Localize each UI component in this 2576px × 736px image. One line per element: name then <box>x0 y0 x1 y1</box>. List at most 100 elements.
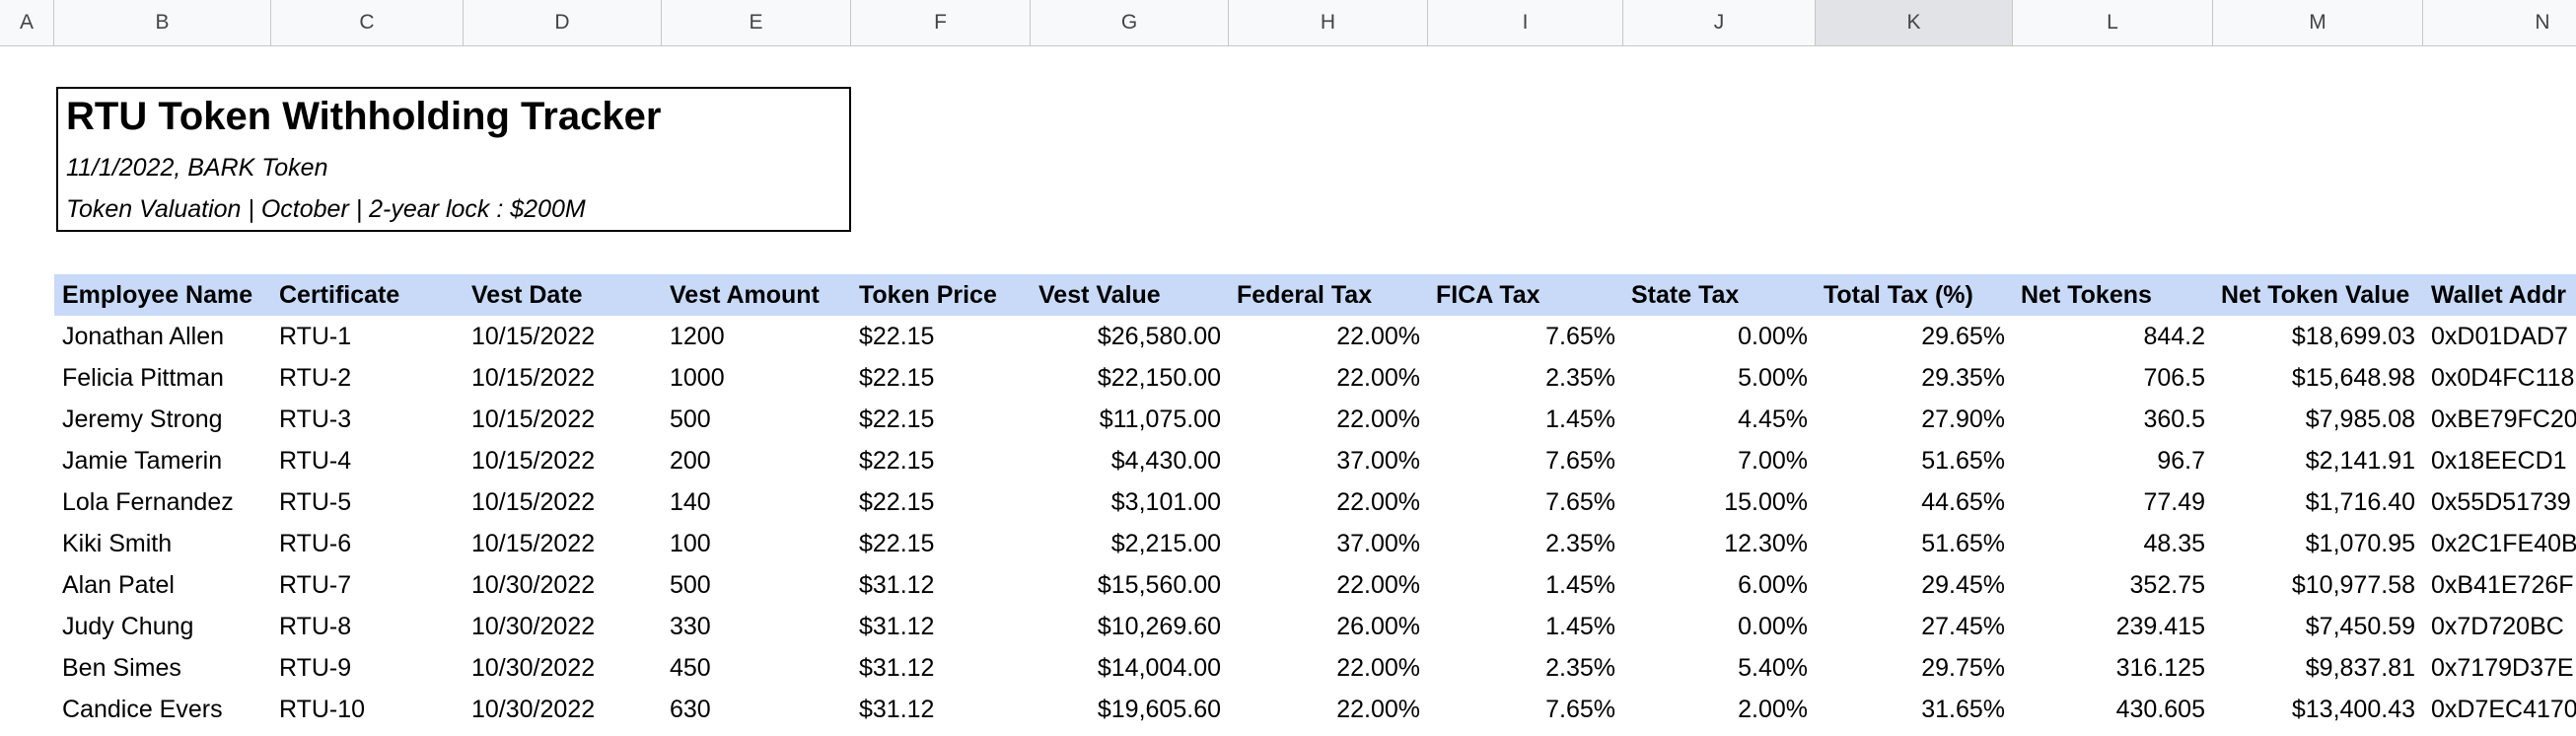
table-cell[interactable]: $2,141.91 <box>2305 446 2415 475</box>
column-header[interactable]: G <box>1031 0 1229 46</box>
table-cell[interactable]: 1.45% <box>1545 612 1615 640</box>
table-cell[interactable]: $10,977.58 <box>2291 570 2415 599</box>
table-cell[interactable]: 4.45% <box>1738 405 1808 433</box>
table-cell[interactable]: 2.35% <box>1545 529 1615 557</box>
table-cell[interactable]: 2.00% <box>1738 695 1808 723</box>
table-cell[interactable]: $22,150.00 <box>1097 363 1221 392</box>
table-cell[interactable]: 1000 <box>670 363 725 392</box>
table-cell[interactable]: Judy Chung <box>62 612 194 640</box>
table-cell[interactable]: 22.00% <box>1336 653 1420 682</box>
table-cell[interactable]: 10/30/2022 <box>471 570 596 599</box>
table-cell[interactable]: Lola Fernandez <box>62 487 234 516</box>
table-cell[interactable]: $22.15 <box>859 363 935 392</box>
table-cell[interactable]: 706.5 <box>2143 363 2205 392</box>
table-cell[interactable]: RTU-5 <box>279 487 352 516</box>
column-header[interactable]: M <box>2213 0 2423 46</box>
table-cell[interactable]: 7.65% <box>1545 322 1615 350</box>
table-cell[interactable]: $18,699.03 <box>2291 322 2415 350</box>
table-cell[interactable]: 0.00% <box>1738 612 1808 640</box>
table-cell[interactable]: $7,450.59 <box>2305 612 2415 640</box>
table-cell[interactable]: 29.75% <box>1921 653 2005 682</box>
table-cell[interactable]: 29.35% <box>1921 363 2005 392</box>
table-cell[interactable]: 0x7D720BC <box>2431 612 2564 640</box>
table-cell[interactable]: $9,837.81 <box>2305 653 2415 682</box>
table-cell[interactable]: 96.7 <box>2157 446 2205 475</box>
table-cell[interactable]: 10/15/2022 <box>471 405 596 433</box>
table-cell[interactable]: 844.2 <box>2143 322 2205 350</box>
table-cell[interactable]: RTU-6 <box>279 529 352 557</box>
table-cell[interactable]: 360.5 <box>2143 405 2205 433</box>
table-cell[interactable]: 10/15/2022 <box>471 446 596 475</box>
table-cell[interactable]: 10/15/2022 <box>471 363 596 392</box>
table-cell[interactable]: $31.12 <box>859 612 935 640</box>
table-cell[interactable]: RTU-4 <box>279 446 352 475</box>
table-cell[interactable]: 0x7179D37E <box>2431 653 2574 682</box>
table-cell[interactable]: 330 <box>670 612 711 640</box>
table-cell[interactable]: 5.40% <box>1738 653 1808 682</box>
table-cell[interactable]: 5.00% <box>1738 363 1808 392</box>
table-cell[interactable]: 1.45% <box>1545 405 1615 433</box>
table-cell[interactable]: RTU-7 <box>279 570 352 599</box>
table-cell[interactable]: 22.00% <box>1336 570 1420 599</box>
table-cell[interactable]: 140 <box>670 487 711 516</box>
table-cell[interactable]: $31.12 <box>859 653 935 682</box>
table-cell[interactable]: $15,560.00 <box>1097 570 1221 599</box>
table-cell[interactable]: $31.12 <box>859 695 935 723</box>
table-cell[interactable]: 0x55D51739 <box>2431 487 2571 516</box>
table-cell[interactable]: 7.65% <box>1545 695 1615 723</box>
table-cell[interactable]: RTU-10 <box>279 695 366 723</box>
table-cell[interactable]: RTU-3 <box>279 405 352 433</box>
table-cell[interactable]: Candice Evers <box>62 695 223 723</box>
table-cell[interactable]: 100 <box>670 529 711 557</box>
table-cell[interactable]: Alan Patel <box>62 570 175 599</box>
table-cell[interactable]: RTU-2 <box>279 363 352 392</box>
table-cell[interactable]: 239.415 <box>2115 612 2205 640</box>
table-cell[interactable]: 316.125 <box>2115 653 2205 682</box>
table-cell[interactable]: RTU-8 <box>279 612 352 640</box>
table-cell[interactable]: 37.00% <box>1336 529 1420 557</box>
table-cell[interactable]: $22.15 <box>859 405 935 433</box>
column-header[interactable]: D <box>464 0 662 46</box>
column-header[interactable]: I <box>1428 0 1623 46</box>
table-cell[interactable]: 200 <box>670 446 711 475</box>
table-cell[interactable]: 0x2C1FE40B <box>2431 529 2576 557</box>
table-cell[interactable]: 10/30/2022 <box>471 653 596 682</box>
table-cell[interactable]: 450 <box>670 653 711 682</box>
table-cell[interactable]: 0.00% <box>1738 322 1808 350</box>
table-cell[interactable]: 48.35 <box>2143 529 2205 557</box>
table-cell[interactable]: 0x18EECD1 <box>2431 446 2567 475</box>
column-header[interactable]: N <box>2423 0 2576 46</box>
table-cell[interactable]: Felicia Pittman <box>62 363 224 392</box>
table-cell[interactable]: Ben Simes <box>62 653 181 682</box>
table-cell[interactable]: 6.00% <box>1738 570 1808 599</box>
table-cell[interactable]: 630 <box>670 695 711 723</box>
table-cell[interactable]: $22.15 <box>859 446 935 475</box>
table-cell[interactable]: $22.15 <box>859 487 935 516</box>
table-cell[interactable]: $1,070.95 <box>2305 529 2415 557</box>
table-cell[interactable]: $11,075.00 <box>1099 405 1221 433</box>
table-cell[interactable]: 7.65% <box>1545 487 1615 516</box>
column-header[interactable]: K <box>1816 0 2013 46</box>
table-cell[interactable]: 37.00% <box>1336 446 1420 475</box>
table-cell[interactable]: 22.00% <box>1336 487 1420 516</box>
table-cell[interactable]: 0xD01DAD7 <box>2431 322 2568 350</box>
table-cell[interactable]: Jonathan Allen <box>62 322 225 350</box>
column-header[interactable]: B <box>54 0 271 46</box>
table-cell[interactable]: $31.12 <box>859 570 935 599</box>
column-header[interactable]: A <box>0 0 54 46</box>
table-cell[interactable]: 27.90% <box>1921 405 2005 433</box>
column-header[interactable]: C <box>271 0 464 46</box>
table-cell[interactable]: 0x0D4FC118 <box>2431 363 2575 392</box>
table-cell[interactable]: 1200 <box>670 322 725 350</box>
table-cell[interactable]: 22.00% <box>1336 695 1420 723</box>
table-cell[interactable]: $26,580.00 <box>1097 322 1221 350</box>
table-cell[interactable]: $22.15 <box>859 529 935 557</box>
table-cell[interactable]: 500 <box>670 570 711 599</box>
column-header[interactable]: J <box>1623 0 1816 46</box>
table-cell[interactable]: 31.65% <box>1921 695 2005 723</box>
table-cell[interactable]: 10/30/2022 <box>471 612 596 640</box>
table-cell[interactable]: $22.15 <box>859 322 935 350</box>
table-cell[interactable]: 500 <box>670 405 711 433</box>
table-cell[interactable]: 44.65% <box>1921 487 2005 516</box>
table-cell[interactable]: RTU-9 <box>279 653 352 682</box>
